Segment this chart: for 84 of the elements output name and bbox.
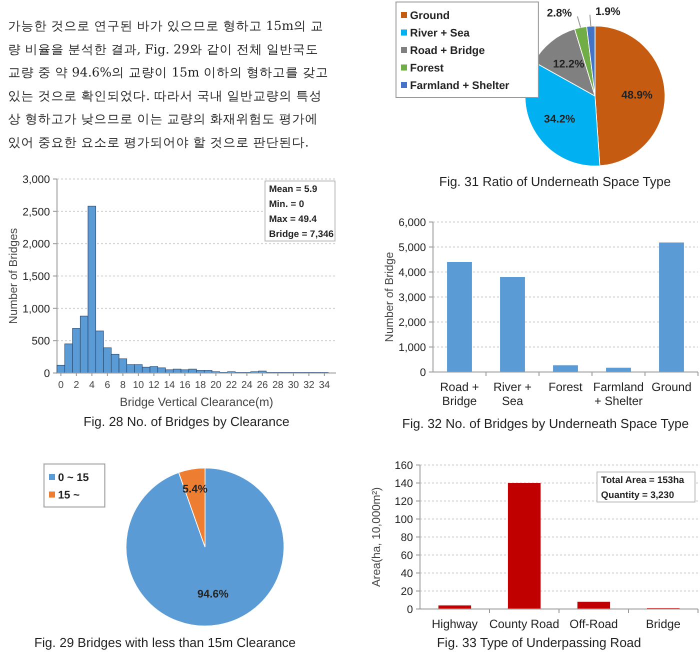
text: 교량 중 약 94.6%의 교량이 15m 이하의 형하고를 갖고 <box>8 64 328 80</box>
annotation: Total Area = 153ha <box>601 475 685 486</box>
y-tick-label: 3,000 <box>398 292 426 304</box>
x-tick-label: Bridge <box>646 617 681 631</box>
y-tick-label: 0 <box>420 367 426 379</box>
x-tick-label: 10 <box>132 380 144 391</box>
annotation: Max = 49.4 <box>269 214 318 225</box>
y-tick-label: 0 <box>44 368 50 380</box>
text: 량 비율을 분석한 결과, Fig. 29와 같이 전체 일반국도 <box>8 41 318 56</box>
x-tick-label: River + Sea <box>493 380 532 408</box>
x-tick-label: 4 <box>89 380 96 391</box>
text: Fig. 31 Ratio of Underneath Space Type <box>439 174 671 189</box>
legend-label: Farmland + Shelter <box>410 80 510 92</box>
x-tick-label: 32 <box>303 380 315 391</box>
y-tick-label: 80 <box>400 532 413 544</box>
y-tick-label: 100 <box>394 514 413 526</box>
y-tick-label: 40 <box>400 568 413 580</box>
x-tick-label: 18 <box>194 380 206 391</box>
y-tick-label: 500 <box>32 336 50 348</box>
annotation: Mean = 5.9 <box>269 184 318 195</box>
x-tick-label: Farmland + Shelter <box>593 380 644 408</box>
x-tick-label: Off-Road <box>570 617 618 631</box>
y-tick-label: 0 <box>406 604 413 616</box>
text: Fig. 29 Bridges with less than 15m Clearance <box>34 635 296 650</box>
x-tick-label: 26 <box>256 380 268 391</box>
x-tick-label: 20 <box>210 380 222 391</box>
y-tick-label: 5,000 <box>398 242 426 254</box>
data-label: 48.9% <box>621 90 653 102</box>
x-tick-label: 8 <box>120 380 126 391</box>
text: 상 형하고가 낮으므로 이는 교량의 화재위험도 평가에 <box>8 111 318 126</box>
y-tick-label: 20 <box>400 586 413 598</box>
text: 있어 중요한 요소로 평가되어야 할 것으로 판단된다. <box>8 134 309 150</box>
data-label: 94.6% <box>197 588 229 601</box>
x-tick-label: 30 <box>288 380 300 391</box>
x-tick-label: 6 <box>104 380 111 391</box>
x-tick-label: 2 <box>74 380 80 391</box>
annotation: Quantity = 3,230 <box>601 490 674 501</box>
legend-label: Forest <box>410 62 444 74</box>
y-tick-label: 4,000 <box>398 267 426 279</box>
y-tick-label: 1,500 <box>22 271 50 283</box>
text: 가능한 것으로 연구된 바가 있으므로 형하고 15m의 교 <box>8 18 324 33</box>
legend-label: River + Sea <box>410 28 471 40</box>
x-tick-label: Ground <box>651 380 692 394</box>
x-tick-label: Highway <box>432 617 478 631</box>
y-tick-label: 140 <box>394 478 413 490</box>
x-tick-label: 24 <box>241 380 253 391</box>
data-label: 34.2% <box>544 114 576 126</box>
data-label: 2.8% <box>546 7 572 20</box>
legend-label: Ground <box>410 10 450 22</box>
x-tick-label: 16 <box>179 380 191 391</box>
x-tick-label: 0 <box>58 380 64 391</box>
text: Fig. 28 No. of Bridges by Clearance <box>84 414 290 429</box>
data-label: 12.2% <box>553 58 584 70</box>
x-tick-label: 14 <box>164 380 176 391</box>
x-tick-label: 28 <box>272 380 284 391</box>
y-tick-label: 2,500 <box>22 206 50 218</box>
y-axis-title: Number of Bridge <box>384 252 396 342</box>
x-axis-title: Bridge Vertical Clearance(m) <box>120 395 274 409</box>
legend-label: Road + Bridge <box>410 45 485 57</box>
x-tick-label: Forest <box>548 380 584 394</box>
legend-label: 15 ~ <box>58 490 80 502</box>
text: 있는 것으로 확인되었다. 따라서 국내 일반교량의 특성 <box>8 88 322 103</box>
data-label: 1.9% <box>595 6 621 18</box>
y-tick-label: 120 <box>394 496 413 508</box>
y-tick-label: 3,000 <box>22 174 50 186</box>
text: Fig. 33 Type of Underpassing Road <box>436 635 642 650</box>
x-tick-label: 22 <box>226 380 238 391</box>
y-tick-label: 1,000 <box>22 303 50 316</box>
x-tick-label: Road + Bridge <box>440 380 480 408</box>
x-tick-label: 12 <box>148 380 160 391</box>
annotation: Min. = 0 <box>269 199 304 210</box>
y-tick-label: 1,000 <box>398 342 426 354</box>
y-tick-label: 160 <box>394 460 413 472</box>
y-tick-label: 6,000 <box>398 217 426 229</box>
annotation: Bridge = 7,346 <box>269 229 334 240</box>
y-axis-title: Number of Bridges <box>8 228 20 324</box>
x-tick-label: County Road <box>489 617 560 631</box>
x-tick-label: 34 <box>318 380 330 391</box>
text: Fig. 32 No. of Bridges by Underneath Space Type <box>402 416 689 431</box>
y-axis-title: Area(ha, 10,000m²) <box>371 486 383 587</box>
y-tick-label: 2,000 <box>398 317 426 329</box>
y-tick-label: 60 <box>400 550 413 562</box>
y-tick-label: 2,000 <box>22 238 50 251</box>
legend-label: 0 ~ 15 <box>58 472 89 484</box>
